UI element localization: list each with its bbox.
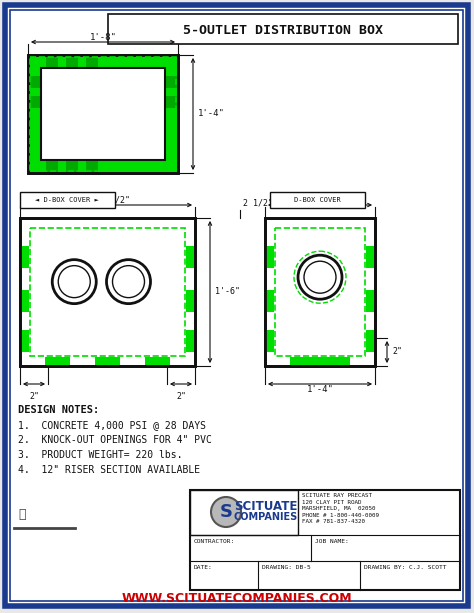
Bar [29, 76, 40, 88]
Bar [45, 357, 70, 365]
Text: 2": 2" [29, 392, 39, 401]
Bar [20, 218, 195, 366]
Text: S: S [219, 503, 233, 521]
Bar [145, 357, 170, 365]
Bar [95, 357, 120, 365]
Text: 1.  CONCRETE 4,000 PSI @ 28 DAYS: 1. CONCRETE 4,000 PSI @ 28 DAYS [18, 420, 206, 430]
Bar [186, 330, 194, 352]
Bar [265, 218, 375, 366]
Bar [166, 96, 177, 108]
Bar [30, 228, 185, 356]
Text: ◄ D-BOX COVER ►: ◄ D-BOX COVER ► [35, 197, 99, 203]
Bar [20, 218, 195, 366]
Text: WWW.SCITUATECOMPANIES.COM: WWW.SCITUATECOMPANIES.COM [122, 592, 352, 604]
Text: 1'-4 1/2": 1'-4 1/2" [85, 196, 130, 205]
Bar [86, 56, 98, 67]
Bar [275, 228, 365, 356]
Text: 1'-8": 1'-8" [90, 32, 117, 42]
Bar [46, 161, 58, 172]
Bar [366, 330, 374, 352]
Text: D-BOX COVER: D-BOX COVER [293, 197, 340, 203]
Bar [21, 246, 29, 268]
Circle shape [211, 497, 241, 527]
Text: 1'-4": 1'-4" [307, 386, 333, 395]
Bar [41, 68, 165, 160]
Bar [290, 357, 350, 365]
Bar [265, 218, 375, 366]
Text: 1'-4": 1'-4" [198, 110, 225, 118]
Bar [28, 55, 178, 173]
Bar [46, 56, 58, 67]
Bar [266, 290, 274, 312]
Text: 1'-6": 1'-6" [215, 287, 240, 297]
Bar [21, 330, 29, 352]
Bar [108, 14, 458, 44]
Text: SCITUATE RAY PRECAST
120 CLAY PIT ROAD
MARSHFIELD, MA  02050
PHONE # 1-800-440-0: SCITUATE RAY PRECAST 120 CLAY PIT ROAD M… [302, 493, 379, 524]
Text: 2 1/2": 2 1/2" [243, 199, 273, 207]
Bar [66, 161, 78, 172]
Text: 3.  PRODUCT WEIGHT= 220 lbs.: 3. PRODUCT WEIGHT= 220 lbs. [18, 450, 182, 460]
Bar [266, 330, 274, 352]
Bar [166, 76, 177, 88]
Bar [29, 56, 41, 172]
Bar [20, 192, 115, 208]
Bar [30, 57, 176, 171]
Text: 2": 2" [176, 392, 186, 401]
Bar [29, 160, 177, 172]
Bar [165, 56, 177, 172]
Text: 1': 1' [315, 196, 325, 205]
Text: 2": 2" [392, 348, 402, 357]
Bar [190, 490, 298, 535]
Text: 5-OUTLET DISTRIBUTION BOX: 5-OUTLET DISTRIBUTION BOX [183, 23, 383, 37]
Bar [66, 56, 78, 67]
Bar [266, 246, 274, 268]
Bar [186, 290, 194, 312]
Bar [29, 56, 177, 68]
Bar [29, 96, 40, 108]
Text: DRAWING BY: C.J. SCOTT: DRAWING BY: C.J. SCOTT [364, 565, 447, 570]
Bar [21, 290, 29, 312]
Bar [41, 68, 165, 160]
Text: 4.  12" RISER SECTION AVAILABLE: 4. 12" RISER SECTION AVAILABLE [18, 465, 200, 475]
Text: DRAWING: DB-5: DRAWING: DB-5 [262, 565, 311, 570]
Text: DATE:: DATE: [194, 565, 213, 570]
Bar [366, 290, 374, 312]
Text: 2.  KNOCK-OUT OPENINGS FOR 4" PVC: 2. KNOCK-OUT OPENINGS FOR 4" PVC [18, 435, 212, 445]
Text: COMPANIES: COMPANIES [234, 512, 298, 522]
Bar [366, 246, 374, 268]
Bar [28, 55, 178, 173]
Text: CONTRACTOR:: CONTRACTOR: [194, 539, 235, 544]
Text: ⌖: ⌖ [18, 509, 26, 522]
Text: SCITUATE: SCITUATE [234, 500, 298, 513]
Text: JOB NAME:: JOB NAME: [316, 539, 349, 544]
Bar [270, 192, 365, 208]
Bar [186, 246, 194, 268]
Bar [86, 161, 98, 172]
Text: DESIGN NOTES:: DESIGN NOTES: [18, 405, 99, 415]
Bar [190, 490, 460, 590]
